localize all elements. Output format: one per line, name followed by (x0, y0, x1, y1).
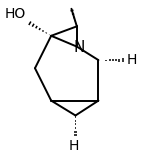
Text: N: N (74, 40, 85, 55)
Text: HO: HO (5, 7, 26, 21)
Text: H: H (69, 139, 79, 153)
Text: H: H (126, 53, 136, 67)
